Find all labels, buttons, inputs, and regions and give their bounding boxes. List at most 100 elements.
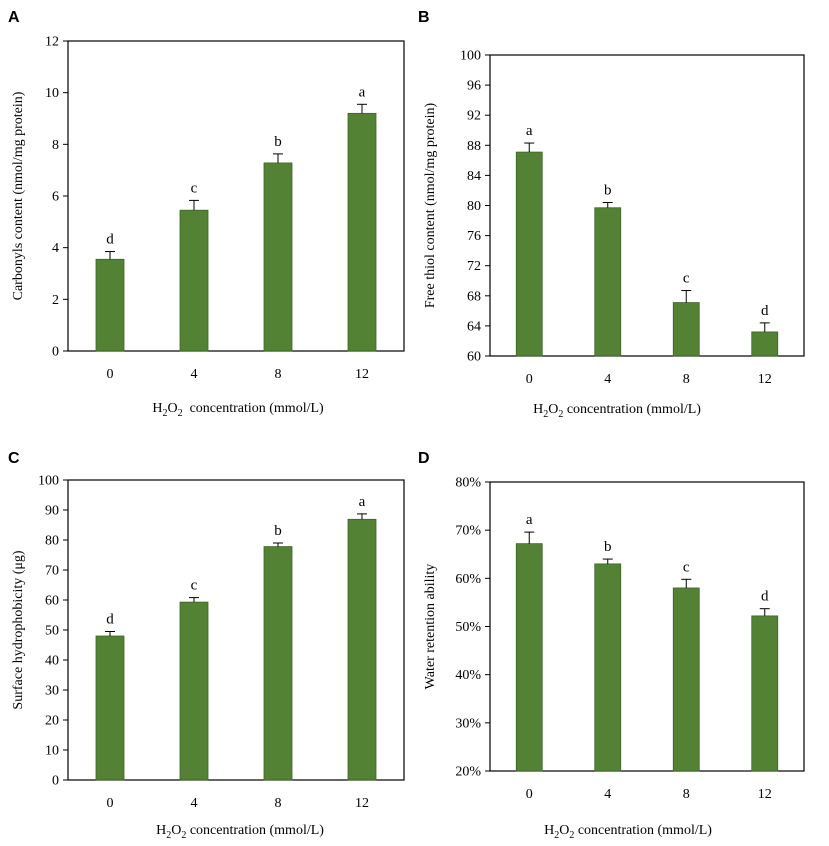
significance-letter: d (761, 303, 769, 319)
x-axis-label-pre: H (533, 402, 543, 417)
y-tick-label: 80% (455, 476, 481, 491)
x-axis-label-pre: H (156, 823, 166, 838)
y-tick-label: 84 (467, 169, 481, 184)
y-tick-label: 60 (467, 350, 481, 365)
bar-8 (263, 546, 293, 781)
x-axis-label-sub2: 2 (558, 409, 563, 420)
y-tick-label: 20 (45, 714, 59, 729)
x-tick-label: 0 (107, 367, 114, 382)
x-tick-label: 4 (604, 372, 611, 387)
x-tick-label: 0 (526, 372, 533, 387)
bar-12 (347, 518, 377, 781)
y-tick-label: 10 (45, 86, 59, 101)
y-tick-label: 92 (467, 109, 481, 124)
x-tick-label: 4 (191, 796, 198, 811)
y-tick-label: 96 (467, 79, 481, 94)
x-tick-label: 8 (275, 796, 282, 811)
y-axis-label: Surface hydrophobicity (μg) (11, 550, 26, 709)
significance-letter: d (761, 589, 769, 605)
y-tick-label: 12 (45, 35, 59, 50)
bar-8 (263, 162, 293, 352)
x-axis-label-sub1: 2 (162, 408, 167, 419)
x-axis-label-sub1: 2 (554, 830, 559, 841)
panel-letter: A (8, 9, 20, 26)
y-tick-label: 50% (455, 620, 481, 635)
y-tick-label: 6 (52, 190, 59, 205)
y-tick-label: 72 (467, 259, 481, 274)
x-tick-label: 12 (355, 796, 369, 811)
bar-4 (179, 601, 209, 781)
x-axis-label: H2O2 concentration (mmol/L) (156, 823, 324, 841)
y-tick-label: 80 (45, 534, 59, 549)
significance-letter: d (106, 612, 114, 628)
bar-8 (672, 587, 700, 772)
y-tick-label: 40 (45, 654, 59, 669)
x-tick-label: 0 (526, 787, 533, 802)
y-tick-label: 10 (45, 744, 59, 759)
significance-letter: c (683, 559, 690, 575)
significance-letter: b (604, 539, 612, 555)
significance-letter: a (359, 494, 366, 510)
y-tick-label: 0 (52, 345, 59, 360)
x-axis-label-sub2: 2 (569, 830, 574, 841)
x-axis-label-mid: O (167, 401, 177, 416)
x-tick-label: 8 (275, 367, 282, 382)
significance-letter: c (191, 180, 198, 196)
bar-4 (594, 207, 622, 357)
significance-letter: c (683, 271, 690, 287)
y-tick-label: 50 (45, 624, 59, 639)
bar-4 (594, 563, 622, 772)
x-axis-label-sub1: 2 (166, 830, 171, 841)
y-tick-label: 64 (467, 319, 481, 334)
x-axis-label-pre: H (544, 823, 554, 838)
y-tick-label: 4 (52, 241, 59, 256)
y-tick-label: 60 (45, 594, 59, 609)
x-tick-label: 0 (107, 796, 114, 811)
x-axis-label-sub1: 2 (543, 409, 548, 420)
y-tick-label: 90 (45, 504, 59, 519)
bar-0 (515, 543, 543, 772)
y-tick-label: 100 (38, 474, 59, 489)
significance-letter: a (526, 512, 533, 528)
x-tick-label: 12 (758, 787, 772, 802)
panel-d: D 20% 30% 40% 50% 60% 70% 80% Water retention ab… (418, 450, 805, 841)
y-tick-label: 40% (455, 668, 481, 683)
x-tick-label: 8 (683, 372, 690, 387)
y-tick-label: 20% (455, 765, 481, 780)
x-tick-label: 12 (758, 372, 772, 387)
x-axis-label-mid: O (559, 823, 569, 838)
bar-8 (672, 302, 700, 357)
y-tick-label: 30 (45, 684, 59, 699)
significance-letter: d (106, 232, 114, 248)
x-axis-label-pre: H (152, 401, 162, 416)
x-tick-label: 12 (355, 367, 369, 382)
x-tick-label: 4 (604, 787, 611, 802)
bar-0 (515, 151, 543, 357)
y-tick-label: 30% (455, 716, 481, 731)
x-axis-label-post: concentration (mmol/L) (183, 401, 324, 416)
x-axis-label: H2O2 concentration (mmol/L) (544, 823, 712, 841)
x-tick-label: 4 (191, 367, 198, 382)
panel-letter: C (8, 450, 20, 467)
x-axis-label-post: concentration (mmol/L) (186, 823, 324, 838)
significance-letter: b (274, 134, 282, 150)
bar-12 (751, 331, 779, 357)
significance-letter: a (526, 123, 533, 139)
y-axis-label: Free thiol content (nmol/mg protein) (423, 103, 438, 309)
bar-4 (179, 209, 209, 352)
x-axis-label-post: concentration (mmol/L) (563, 402, 701, 417)
bar-12 (347, 112, 377, 352)
y-tick-label: 0 (52, 774, 59, 789)
significance-letter: a (359, 84, 366, 100)
significance-letter: b (604, 182, 612, 198)
panel-letter: B (418, 9, 430, 26)
x-axis-label-sub2: 2 (181, 830, 186, 841)
significance-letter: c (191, 578, 198, 594)
y-tick-label: 68 (467, 289, 481, 304)
x-axis-label-sub2: 2 (178, 408, 183, 419)
x-tick-label: 8 (683, 787, 690, 802)
panel-a: A 0 2 4 6 8 10 12 Carbonyls content (nmol/mg pro… (8, 9, 405, 419)
